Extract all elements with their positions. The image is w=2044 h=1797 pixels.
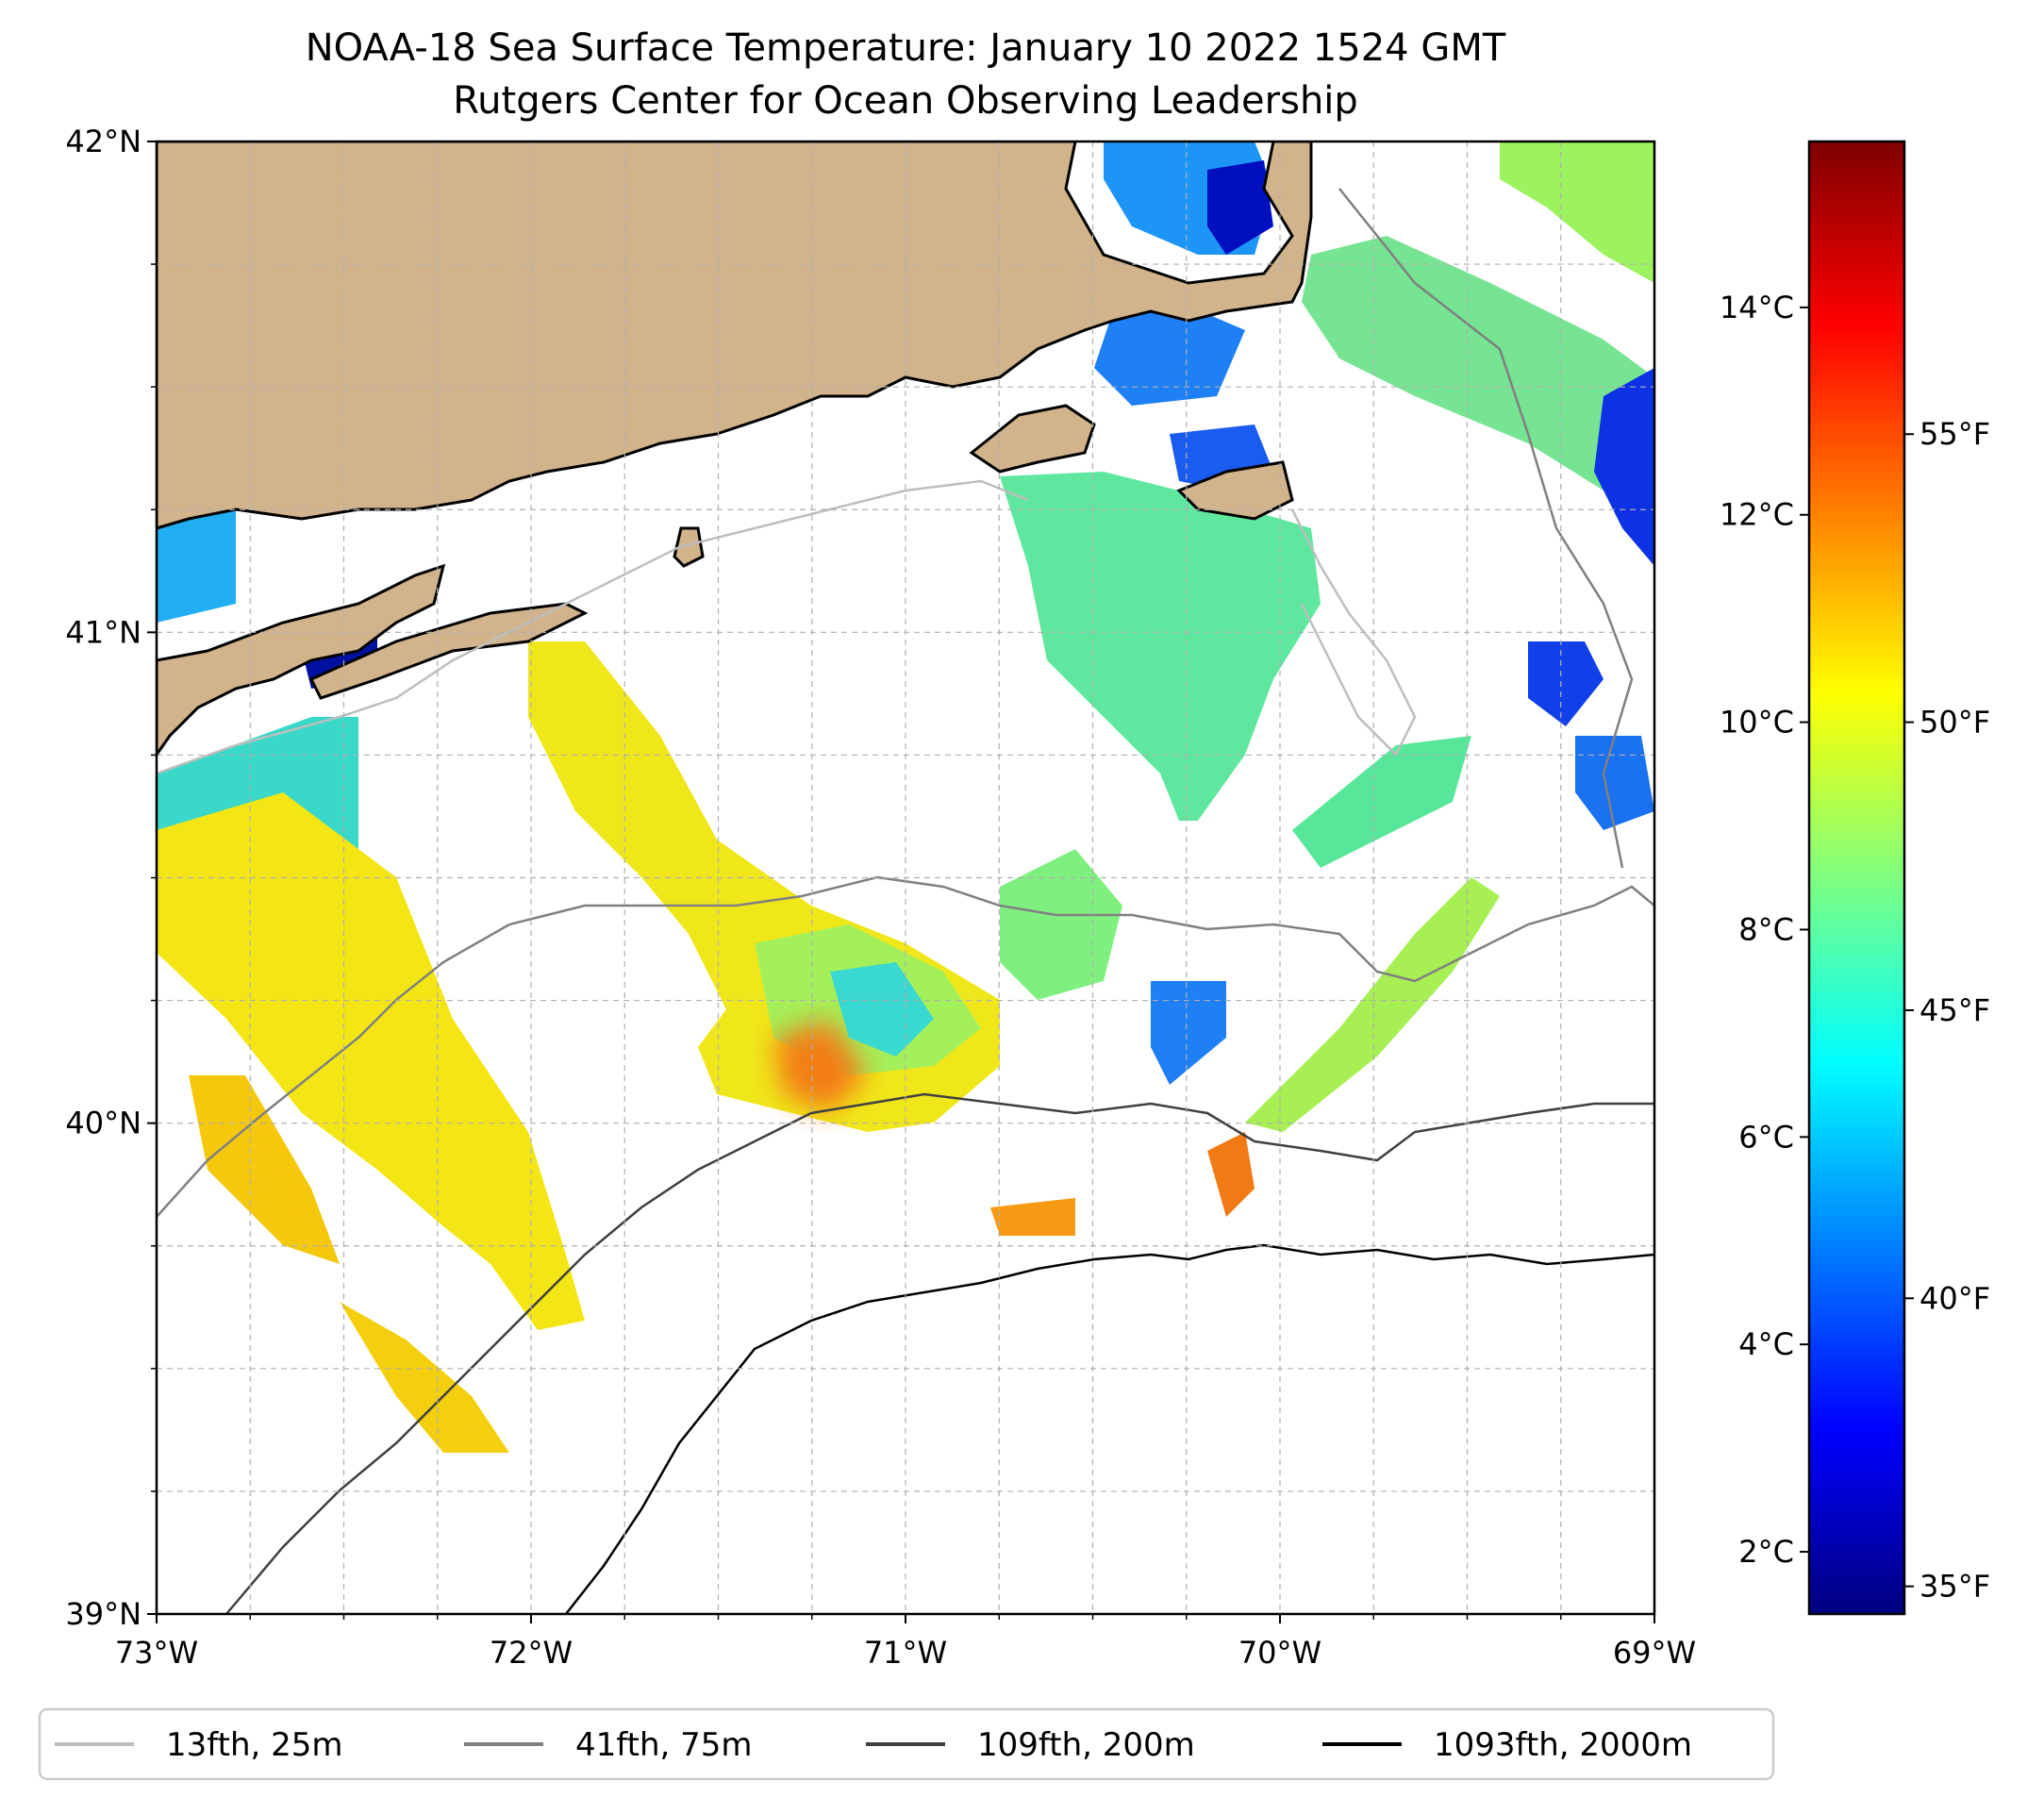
map-title: NOAA-18 Sea Surface Temperature: January… xyxy=(305,26,1506,70)
colorbar-frame xyxy=(1807,140,1906,1616)
colorbar xyxy=(1809,141,1904,1614)
lat-tick-label: 40°N xyxy=(65,1106,141,1141)
land-new-england xyxy=(157,141,1313,530)
legend-label: 109fth, 200m xyxy=(977,1726,1195,1764)
lat-tick-label: 42°N xyxy=(65,124,141,159)
celsius-tick-label: 14°C xyxy=(1720,290,1794,325)
sst-swath-nantucket-plume xyxy=(1000,472,1321,821)
legend-label: 1093fth, 2000m xyxy=(1434,1726,1692,1764)
contour-25m xyxy=(157,479,1029,775)
sst-swath-cape-cod-bay-deep xyxy=(1207,160,1273,255)
sst-swath-far-east-cyan xyxy=(1575,736,1654,830)
fahrenheit-tick-label: 40°F xyxy=(1919,1280,1990,1316)
sst-swath-mid-green xyxy=(1000,849,1122,1000)
celsius-tick-label: 10°C xyxy=(1720,705,1794,740)
sst-swath-east-green xyxy=(1292,736,1471,868)
fahrenheit-tick-label: 45°F xyxy=(1919,992,1990,1028)
lat-tick-label: 39°N xyxy=(65,1596,141,1632)
legend-label: 13fth, 25m xyxy=(166,1726,343,1764)
sst-swath-li-sound xyxy=(157,500,236,623)
contour-200m xyxy=(225,1092,1654,1614)
axes: 73°W 72°W 71°W 70°W 69°W 42°N 41°N 40°N 39°N xyxy=(65,124,1696,1671)
sst-swath-sw-slope xyxy=(340,1302,509,1453)
sst-swath-slope-warm xyxy=(1207,1132,1255,1217)
lon-tick-label: 69°W xyxy=(1613,1635,1696,1671)
gridlines xyxy=(157,141,1654,1614)
sst-swath-sw-shelf xyxy=(157,792,585,1330)
celsius-tick-label: 6°C xyxy=(1738,1119,1794,1155)
legend-label: 41fth, 75m xyxy=(575,1726,753,1764)
sst-swath-northeast-top xyxy=(1500,141,1654,283)
sst-swath-nantucket-sound xyxy=(1094,302,1245,406)
fahrenheit-tick-label: 35°F xyxy=(1919,1569,1990,1605)
colorbar-ticks: 2°C 4°C 6°C 8°C 10°C 12°C 14°C 35°F 40°F 45°F 50°F… xyxy=(1720,290,1990,1605)
lat-tick-label: 41°N xyxy=(65,614,141,650)
sst-swath-sw-lower xyxy=(189,1075,340,1264)
sst-swath-far-east-blue xyxy=(1528,641,1604,726)
legend: 13fth, 25m 41fth, 75m 109fth, 200m 1093fth,… xyxy=(38,1707,1775,1781)
lon-tick-label: 71°W xyxy=(864,1635,947,1671)
land-long-island xyxy=(157,563,446,757)
contour-25m-nantucket xyxy=(1290,508,1417,757)
sst-swath-central-warm xyxy=(773,1019,868,1113)
sst-swath-northeast-blue xyxy=(1594,368,1654,566)
land-marthas-vineyard xyxy=(969,404,1096,474)
sst-swath-east-diagonal xyxy=(1245,877,1500,1132)
celsius-tick-label: 4°C xyxy=(1738,1326,1794,1362)
contour-layer xyxy=(157,188,1654,1614)
contour-75m-east xyxy=(1338,188,1634,869)
lon-tick-label: 72°W xyxy=(490,1635,573,1671)
land-layer xyxy=(157,141,1313,757)
sst-swath-east-blue xyxy=(1151,981,1226,1085)
celsius-tick-label: 12°C xyxy=(1720,497,1794,533)
lon-tick-label: 70°W xyxy=(1238,1635,1321,1671)
land-block-island xyxy=(673,526,705,568)
contour-2000m xyxy=(565,1243,1654,1614)
fahrenheit-tick-label: 55°F xyxy=(1919,416,1990,452)
sst-swath-central-cyan xyxy=(830,962,934,1057)
celsius-tick-label: 8°C xyxy=(1738,911,1794,947)
sst-swath-georges xyxy=(1302,236,1654,528)
celsius-tick-label: 2°C xyxy=(1738,1534,1794,1570)
map-subtitle: Rutgers Center for Ocean Observing Leade… xyxy=(453,79,1358,123)
sst-swath-slope-patch xyxy=(990,1198,1075,1236)
lon-tick-label: 73°W xyxy=(115,1635,198,1671)
contour-75m xyxy=(157,875,1654,1218)
fahrenheit-tick-label: 50°F xyxy=(1919,705,1990,740)
